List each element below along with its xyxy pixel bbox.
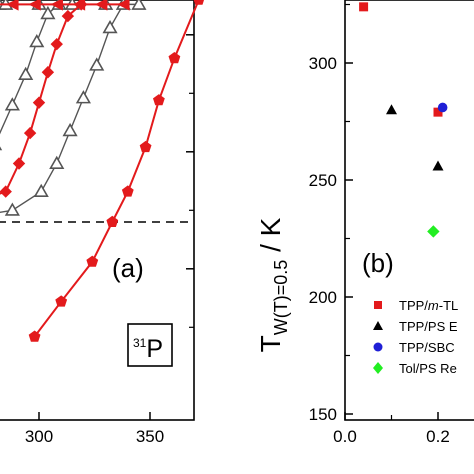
panel-b-ticks: 0.0 0.2 150 200 250 300 xyxy=(309,3,450,446)
a-data-point xyxy=(131,0,147,10)
a-data-point xyxy=(72,0,86,11)
a-data-point xyxy=(153,94,165,106)
a-data-point xyxy=(139,140,152,153)
ylabel-unit: / K xyxy=(255,217,286,259)
nucleus-symbol: P xyxy=(146,335,163,363)
panel-b-ylabel: TW(T)=0.5 / K xyxy=(255,217,291,352)
legend-marker-tpp-mtl xyxy=(374,301,382,309)
a-data-point xyxy=(28,0,41,11)
panel-b-label: (b) xyxy=(362,248,394,278)
a-series-line xyxy=(0,4,124,213)
b-series-1 xyxy=(386,104,444,171)
legend-label-tpp-ps-e: TPP/PS E xyxy=(399,319,458,334)
panel-a: 300 350 (a) 31P xyxy=(0,0,204,446)
b-data-point xyxy=(386,104,397,115)
a-data-point xyxy=(94,0,108,11)
panel-b-series xyxy=(359,2,448,238)
b-data-point xyxy=(427,225,440,238)
a-data-point xyxy=(32,96,46,109)
a-data-point xyxy=(50,0,63,11)
a-series-1 xyxy=(0,0,67,151)
a-data-point xyxy=(55,295,68,307)
a-data-point xyxy=(106,215,119,227)
b-y-tick-label: 250 xyxy=(309,171,337,190)
nucleus-box xyxy=(127,323,173,367)
b-x-tick-label: 0.0 xyxy=(333,427,357,446)
a-data-point xyxy=(4,97,20,111)
legend-label-tol-ps: Tol/PS Re xyxy=(399,361,457,376)
a-data-point xyxy=(117,0,130,11)
a-data-point xyxy=(0,185,12,198)
a-data-point xyxy=(86,255,99,267)
svg-text:TW(T)=0.5 / K: TW(T)=0.5 / K xyxy=(255,217,291,352)
ylabel-subscript: W(T)=0.5 xyxy=(271,260,291,336)
a-series-6 xyxy=(28,0,204,342)
panel-a-series xyxy=(0,0,204,342)
b-y-tick-label: 300 xyxy=(309,54,337,73)
nucleus-superscript: 31 xyxy=(133,336,147,350)
a-data-point xyxy=(23,126,37,140)
a-data-point xyxy=(61,9,75,23)
a-series-2 xyxy=(0,0,131,216)
b-x-tick-label: 0.2 xyxy=(426,427,450,446)
b-data-point xyxy=(432,160,444,171)
b-series-3 xyxy=(427,225,440,238)
legend-label-tpp-sbc: TPP/SBC xyxy=(399,340,455,355)
a-data-point xyxy=(102,19,118,34)
a-data-point xyxy=(33,183,49,198)
b-y-tick-label: 150 xyxy=(309,405,337,424)
a-data-point xyxy=(193,0,204,5)
a-x-tick-label: 300 xyxy=(25,427,53,446)
a-data-point xyxy=(6,0,19,11)
ylabel-main: T xyxy=(255,335,286,352)
a-data-point xyxy=(29,34,45,48)
panel-b-frame xyxy=(344,0,474,421)
a-data-point xyxy=(41,66,55,79)
b-data-point xyxy=(437,102,448,113)
panel-b: 0.0 0.2 150 200 250 300 (b) TW(T)=0.5 / K TPP… xyxy=(255,0,474,446)
panel-a-ticks: 300 350 xyxy=(25,34,194,446)
a-data-point xyxy=(28,330,41,342)
a-data-point xyxy=(40,5,56,20)
a-data-point xyxy=(0,146,3,151)
a-series-5 xyxy=(0,0,130,11)
a-data-point xyxy=(62,122,78,137)
b-series-0 xyxy=(359,2,443,117)
a-series-0 xyxy=(0,0,7,10)
legend-marker-tol-ps xyxy=(373,362,383,374)
a-data-point xyxy=(168,52,181,64)
a-data-point xyxy=(4,202,20,216)
a-data-point xyxy=(121,185,134,197)
a-series-4 xyxy=(0,0,88,198)
a-data-point xyxy=(12,157,26,170)
b-y-tick-label: 200 xyxy=(309,288,337,307)
legend-marker-tpp-ps-e xyxy=(373,321,383,330)
b-data-point xyxy=(433,107,443,117)
a-data-point xyxy=(50,37,63,51)
a-data-point xyxy=(89,57,105,71)
nucleus-label: 31P xyxy=(133,335,163,363)
a-data-point xyxy=(75,90,91,104)
legend: TPP/m-TL TPP/PS E TPP/SBC Tol/PS Re xyxy=(373,298,458,376)
b-series-2 xyxy=(437,102,448,113)
a-data-point xyxy=(49,155,65,169)
a-x-tick-label: 350 xyxy=(136,427,164,446)
panel-a-label: (a) xyxy=(112,253,144,283)
legend-label-tpp-mtl: TPP/m-TL xyxy=(399,298,458,313)
b-data-point xyxy=(359,2,369,12)
legend-marker-tpp-sbc xyxy=(373,342,383,352)
a-data-point xyxy=(18,66,34,81)
